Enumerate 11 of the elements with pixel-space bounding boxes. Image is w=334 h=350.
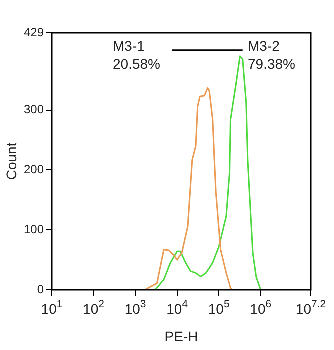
- annotation: 79.38%: [248, 56, 296, 72]
- x-axis-title: PE-H: [164, 328, 198, 344]
- annotation: 20.58%: [113, 56, 160, 72]
- y-tick-label: 100: [24, 222, 44, 236]
- annotation: M3-2: [248, 38, 280, 54]
- y-tick-label: 300: [24, 102, 44, 117]
- y-tick-label: 200: [24, 162, 44, 176]
- annotation: M3-1: [113, 38, 146, 54]
- y-tick-label: 0: [37, 282, 44, 296]
- y-tick-label: 429: [24, 25, 44, 40]
- y-axis-title: Count: [3, 142, 20, 180]
